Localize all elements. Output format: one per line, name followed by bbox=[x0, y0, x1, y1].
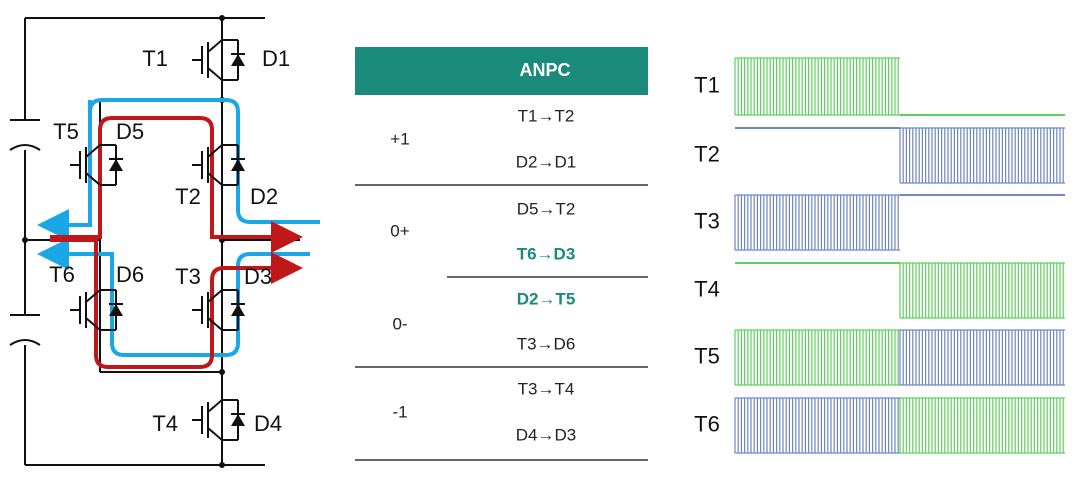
diode-label: D6 bbox=[116, 262, 144, 287]
switch-label: T4 bbox=[152, 411, 178, 436]
waveform-label: T5 bbox=[694, 343, 720, 368]
waveform-label: T6 bbox=[694, 411, 720, 436]
pwm-hatch bbox=[734, 397, 900, 454]
diode-label: D2 bbox=[250, 184, 278, 209]
switch-label: T6 bbox=[49, 262, 75, 287]
table-header-bg bbox=[355, 47, 648, 95]
waveform-label: T4 bbox=[694, 276, 720, 301]
path-label: D2→D1 bbox=[516, 152, 576, 171]
diode-body bbox=[231, 414, 245, 426]
pwm-hatch bbox=[899, 262, 1065, 319]
transistor bbox=[192, 144, 223, 186]
data-table: ANPC bbox=[355, 47, 648, 461]
path-label: T3→D6 bbox=[517, 334, 576, 353]
transistor bbox=[70, 289, 101, 331]
path-label: T6→D3 bbox=[517, 244, 576, 263]
pwm-hatch bbox=[734, 329, 900, 386]
diode-label: D5 bbox=[116, 119, 144, 144]
pwm-hatch bbox=[899, 127, 1065, 184]
diode bbox=[222, 144, 245, 186]
diode-body bbox=[231, 159, 245, 171]
pwm-hatch bbox=[899, 329, 1065, 386]
state-label: 0+ bbox=[390, 221, 409, 240]
switch-label: T1 bbox=[142, 46, 168, 71]
pwm-hatch bbox=[734, 57, 900, 116]
state-label: 0- bbox=[392, 314, 407, 333]
diode-body bbox=[231, 304, 245, 316]
diode-body bbox=[109, 304, 123, 316]
waveform-label: T1 bbox=[694, 72, 720, 97]
circuit bbox=[9, 15, 320, 468]
diode bbox=[222, 39, 245, 81]
path-label: D2→T5 bbox=[517, 289, 576, 308]
path-label: D4→D3 bbox=[516, 425, 576, 444]
switch-label: T2 bbox=[175, 184, 201, 209]
state-label: -1 bbox=[392, 402, 407, 421]
switch-label: T5 bbox=[53, 119, 79, 144]
waveform-label: T2 bbox=[694, 141, 720, 166]
path-label: T3→T4 bbox=[518, 379, 575, 398]
transistor bbox=[192, 399, 223, 441]
path-label: T1→T2 bbox=[518, 106, 575, 125]
diode-label: D3 bbox=[244, 264, 272, 289]
state-label: +1 bbox=[390, 129, 409, 148]
diode-label: D1 bbox=[262, 46, 290, 71]
transistor bbox=[70, 144, 101, 186]
diode-body bbox=[109, 159, 123, 171]
waveform-label: T3 bbox=[694, 208, 720, 233]
pwm-hatch bbox=[899, 397, 1065, 454]
transistor bbox=[192, 39, 223, 81]
diode-body bbox=[231, 54, 245, 66]
diode bbox=[100, 144, 123, 186]
table-header: ANPC bbox=[519, 60, 570, 80]
diode-label: D4 bbox=[254, 411, 282, 436]
diode bbox=[222, 289, 245, 331]
switch-label: T3 bbox=[175, 264, 201, 289]
pwm-hatch bbox=[734, 194, 900, 251]
path-label: D5→T2 bbox=[517, 199, 576, 218]
diode bbox=[222, 399, 245, 441]
transistor bbox=[192, 289, 223, 331]
